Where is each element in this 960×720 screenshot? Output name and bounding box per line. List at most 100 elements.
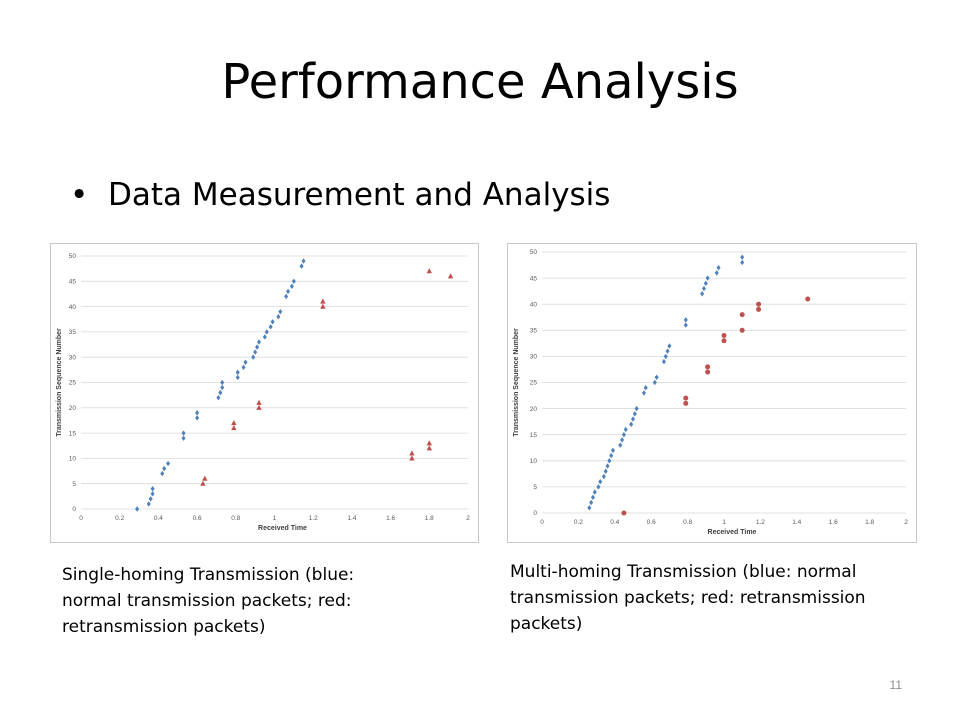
data-point-circle xyxy=(739,312,745,318)
data-point-diamond xyxy=(634,405,639,412)
x-tick-label: 0 xyxy=(79,515,83,522)
data-point-diamond xyxy=(621,432,626,438)
data-point-diamond xyxy=(243,359,248,365)
x-tick-label: 1 xyxy=(722,519,726,526)
data-point-diamond xyxy=(264,329,269,335)
data-point-circle xyxy=(739,327,745,333)
y-tick-label: 40 xyxy=(530,301,538,308)
data-point-diamond xyxy=(641,390,646,396)
data-point-diamond xyxy=(700,291,705,297)
data-point-diamond xyxy=(601,473,606,480)
bullet-text: Data Measurement and Analysis xyxy=(108,177,611,213)
bullet-dot-icon: • xyxy=(70,177,89,213)
x-tick-label: 0 xyxy=(540,519,544,526)
data-point-diamond xyxy=(195,415,200,421)
data-point-diamond xyxy=(181,435,186,441)
y-axis-title: Transmission Sequence Number xyxy=(56,328,63,437)
data-point-triangle xyxy=(256,404,262,410)
x-tick-label: 0.2 xyxy=(574,519,583,526)
bullet-point: • Data Measurement and Analysis xyxy=(70,180,610,211)
data-point-diamond xyxy=(714,270,719,276)
multi-homing-scatter-plot: 0 5 10 15 20 25 30 35 40 45 50 0 0.2 0.4 0.6 0.8 1 1.2 1.4… xyxy=(513,249,908,536)
x-tick-label: 1.8 xyxy=(425,515,434,522)
data-point-diamond xyxy=(683,322,688,328)
y-axis-title: Transmission Sequence Number xyxy=(513,328,520,437)
data-point-diamond xyxy=(255,344,260,350)
data-point-diamond xyxy=(587,505,592,511)
data-point-diamond xyxy=(181,430,186,436)
data-point-diamond xyxy=(278,308,283,315)
y-tick-label: 20 xyxy=(69,405,77,412)
data-point-triangle xyxy=(202,475,208,481)
data-point-diamond xyxy=(607,458,612,464)
data-point-diamond xyxy=(220,384,225,391)
x-tick-label: 1.2 xyxy=(309,515,318,522)
data-point-diamond xyxy=(218,389,223,396)
data-point-diamond xyxy=(262,334,267,340)
y-tick-label: 50 xyxy=(69,253,77,260)
y-tick-label: 25 xyxy=(530,380,538,387)
data-point-triangle xyxy=(200,480,206,486)
data-point-diamond xyxy=(256,339,262,345)
data-point-circle xyxy=(621,510,627,516)
y-tick-label: 35 xyxy=(530,328,538,335)
y-tick-label: 15 xyxy=(69,430,77,437)
data-point-diamond xyxy=(623,426,628,433)
x-axis-title: Received Time xyxy=(258,525,307,532)
data-point-diamond xyxy=(598,478,603,485)
data-point-diamond xyxy=(596,484,601,490)
data-point-diamond xyxy=(241,364,246,371)
data-point-diamond xyxy=(683,317,688,323)
data-point-triangle xyxy=(409,450,415,456)
data-point-triangle xyxy=(231,425,237,431)
data-point-diamond xyxy=(701,285,707,292)
data-point-diamond xyxy=(216,394,221,401)
y-tick-label: 40 xyxy=(69,304,77,311)
data-point-diamond xyxy=(299,263,304,269)
data-point-circle xyxy=(683,395,689,401)
y-tick-label: 5 xyxy=(533,484,537,491)
data-point-diamond xyxy=(661,358,666,365)
data-point-diamond xyxy=(135,506,140,512)
data-point-triangle xyxy=(426,445,432,451)
data-point-triangle xyxy=(426,268,432,274)
y-tick-label: 30 xyxy=(69,354,77,361)
data-point-diamond xyxy=(160,470,165,477)
data-point-diamond xyxy=(291,278,296,284)
data-point-diamond xyxy=(663,353,668,360)
data-point-diamond xyxy=(301,258,306,264)
x-tick-label: 0.4 xyxy=(154,515,163,522)
data-point-diamond xyxy=(150,491,155,497)
x-tick-label: 1.6 xyxy=(386,515,395,522)
x-tick-label: 1 xyxy=(273,515,277,522)
data-point-diamond xyxy=(609,452,614,459)
y-tick-label: 35 xyxy=(69,329,77,336)
x-tick-label: 1.4 xyxy=(792,519,801,526)
data-point-diamond xyxy=(235,369,240,376)
y-tick-label: 5 xyxy=(72,481,76,488)
y-tick-label: 0 xyxy=(72,506,76,513)
single-homing-scatter-plot: 0 5 10 15 20 25 30 35 40 45 50 0 0.2 0.4 0.6 0.8 1 1.2 1.4… xyxy=(56,253,470,532)
data-point-diamond xyxy=(276,314,281,320)
data-point-diamond xyxy=(605,463,610,469)
data-point-diamond xyxy=(618,442,623,448)
data-point-triangle xyxy=(231,419,237,426)
single-homing-caption: Single-homing Transmission (blue: normal… xyxy=(62,565,355,637)
data-point-diamond xyxy=(150,486,155,492)
data-point-triangle xyxy=(320,303,326,309)
data-point-circle xyxy=(721,333,727,339)
data-point-diamond xyxy=(235,374,240,381)
x-tick-label: 0.8 xyxy=(231,515,240,522)
data-point-circle xyxy=(705,364,711,370)
data-point-diamond xyxy=(220,379,225,386)
data-point-triangle xyxy=(447,273,454,279)
data-point-diamond xyxy=(162,465,167,472)
data-point-diamond xyxy=(632,411,637,417)
y-tick-label: 30 xyxy=(530,354,538,361)
data-point-diamond xyxy=(286,288,291,295)
y-tick-label: 45 xyxy=(530,275,538,282)
data-point-triangle xyxy=(426,440,432,446)
slide-title: Performance Analysis xyxy=(221,54,739,110)
x-tick-label: 1.6 xyxy=(829,519,838,526)
data-point-circle xyxy=(805,296,811,302)
